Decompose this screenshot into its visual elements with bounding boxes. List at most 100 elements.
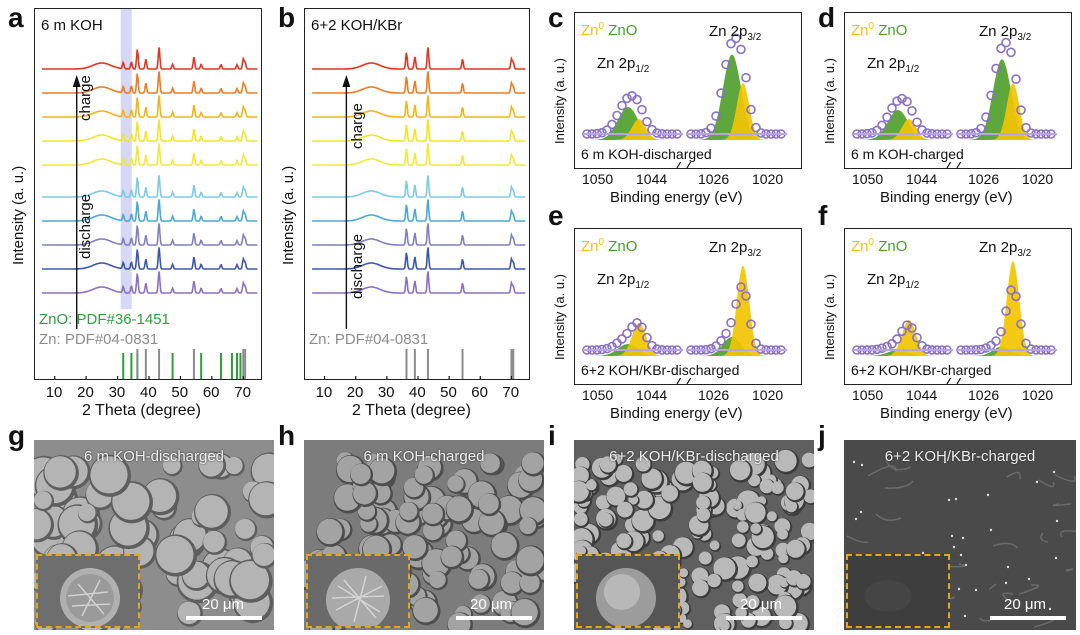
sem-surface-speck [952, 545, 956, 549]
xrd-pattern-line [312, 47, 526, 70]
xps-tick-label: 1026 [698, 171, 730, 187]
xrd-b-charge-label: charge [349, 103, 366, 149]
sem-particle [177, 601, 201, 625]
xps-data-point [751, 122, 761, 133]
xps-e-zn0-sup: 0 [598, 237, 605, 248]
xps-f-svg [852, 261, 1057, 384]
sem-image-g: 6 m KOH-discharged 20 μm [34, 440, 274, 630]
xps-data-point [706, 123, 716, 133]
xps-data-point [892, 96, 902, 106]
sem-surface-speck [964, 563, 968, 567]
zno-fit-peak [959, 59, 1055, 140]
peak-name: Zn 2p [867, 271, 906, 288]
xrd-b-zn-ref-label: Zn: PDF#04-0831 [309, 331, 429, 348]
sem-particle [413, 597, 438, 623]
sem-particle [480, 453, 500, 473]
sem-surface-speck [854, 517, 858, 521]
sem-surface-speck [986, 493, 990, 497]
panel-label-c: c [548, 2, 564, 33]
xps-data-point [726, 38, 736, 49]
sem-i-scale: 20 μm [740, 596, 782, 613]
sem-particle [402, 535, 427, 559]
xrd-tick-label: 10 [315, 384, 333, 401]
sem-g-inset-particle [60, 568, 120, 626]
sem-particle [520, 497, 544, 524]
sem-particle [635, 490, 653, 509]
xrd-pattern-line [42, 95, 258, 118]
sem-particle [500, 571, 523, 594]
peak-subscript: 3/2 [747, 32, 762, 43]
sem-i-inset-particle [596, 568, 656, 626]
sem-surface-speck [1055, 519, 1059, 523]
xps-data-point [602, 343, 612, 354]
xps-data-point [637, 104, 647, 115]
xps-d-plot: Zn0 ZnO Zn 2p1/2 Zn 2p3/2 6 m KOH-charged [844, 12, 1072, 169]
zno-fit-peak [855, 110, 951, 140]
sem-j-inset [846, 554, 950, 628]
sem-particle [631, 509, 654, 532]
xps-data-point [877, 120, 887, 131]
xps-data-point [912, 117, 922, 127]
sem-particle [718, 619, 730, 630]
xps-e-svg [582, 265, 787, 384]
xrd-pattern-line [42, 47, 258, 70]
zn0-fit-peak [959, 261, 1055, 356]
xps-f-zn0-legend: Zn [851, 238, 869, 255]
peak-name: Zn 2p [597, 55, 636, 72]
zn0-fit-peak [689, 83, 785, 140]
xps-data-point [706, 343, 716, 354]
sem-particle [252, 543, 274, 566]
xrd-b-discharge-label: discharge [349, 233, 366, 299]
xps-f-ylabel: Intensity (a. u.) [822, 274, 837, 360]
sem-surface-ridge [1038, 479, 1055, 488]
sem-h-inset [306, 554, 410, 628]
xps-data-point [637, 322, 647, 333]
peak-subscript: 3/2 [747, 248, 762, 259]
sem-surface-ridge [1054, 474, 1076, 482]
xps-d-ylabel: Intensity (a. u.) [822, 58, 837, 144]
xps-data-point [887, 339, 897, 349]
xps-c-legend: Zn0 ZnO [581, 21, 637, 39]
xrd-tick-label: 20 [346, 384, 364, 401]
xrd-pattern-line [42, 119, 258, 142]
xrd-pattern-line [42, 247, 258, 270]
axis-break-gap [950, 378, 962, 384]
xps-data-point [597, 127, 607, 138]
zn0-fit-peak [959, 83, 1055, 140]
xps-e-xlabel: Binding energy (eV) [610, 405, 743, 422]
sem-particle [479, 509, 504, 535]
sem-surface-speck [860, 463, 864, 467]
xps-e-plot: Zn0 ZnO Zn 2p1/2 Zn 2p3/2 6+2 KOH/KBr-disch… [574, 228, 802, 385]
sem-particle [471, 594, 490, 613]
sem-particle [195, 495, 228, 528]
sem-particle [732, 580, 744, 592]
xps-data-point [721, 59, 731, 70]
xps-e-legend: Zn0 ZnO [581, 237, 637, 255]
xps-data-point [897, 326, 907, 337]
xps-c-plot: Zn0 ZnO Zn 2p1/2 Zn 2p3/2 6 m KOH-discharge… [574, 12, 802, 169]
xps-data-point [731, 299, 741, 309]
xrd-pattern-line [312, 199, 526, 222]
xps-data-point [642, 332, 652, 343]
sem-surface-ridge [1060, 530, 1076, 538]
sem-particle [34, 491, 52, 509]
xrd-tick-label: 60 [202, 384, 220, 401]
sem-particle [692, 579, 709, 597]
sem-surface-speck [1006, 565, 1010, 569]
xps-tick-label: 1026 [968, 171, 1000, 187]
peak-name: Zn 2p [709, 23, 748, 40]
sem-particle [801, 452, 814, 468]
xrd-tick-label: 50 [171, 384, 189, 401]
xps-e-ylabel: Intensity (a. u.) [552, 274, 567, 360]
zno-fit-peak [585, 107, 681, 140]
xps-d-svg [852, 37, 1057, 168]
sem-particle [521, 452, 544, 474]
sem-particle [350, 463, 371, 484]
xrd-pattern-line [42, 175, 258, 198]
xrd-tick-label: 30 [108, 384, 126, 401]
peak-subscript: 1/2 [635, 280, 650, 291]
xps-data-point [711, 111, 721, 121]
sem-particle [44, 456, 76, 488]
sem-particle [635, 456, 651, 472]
sem-surface-ridge [1006, 471, 1021, 480]
